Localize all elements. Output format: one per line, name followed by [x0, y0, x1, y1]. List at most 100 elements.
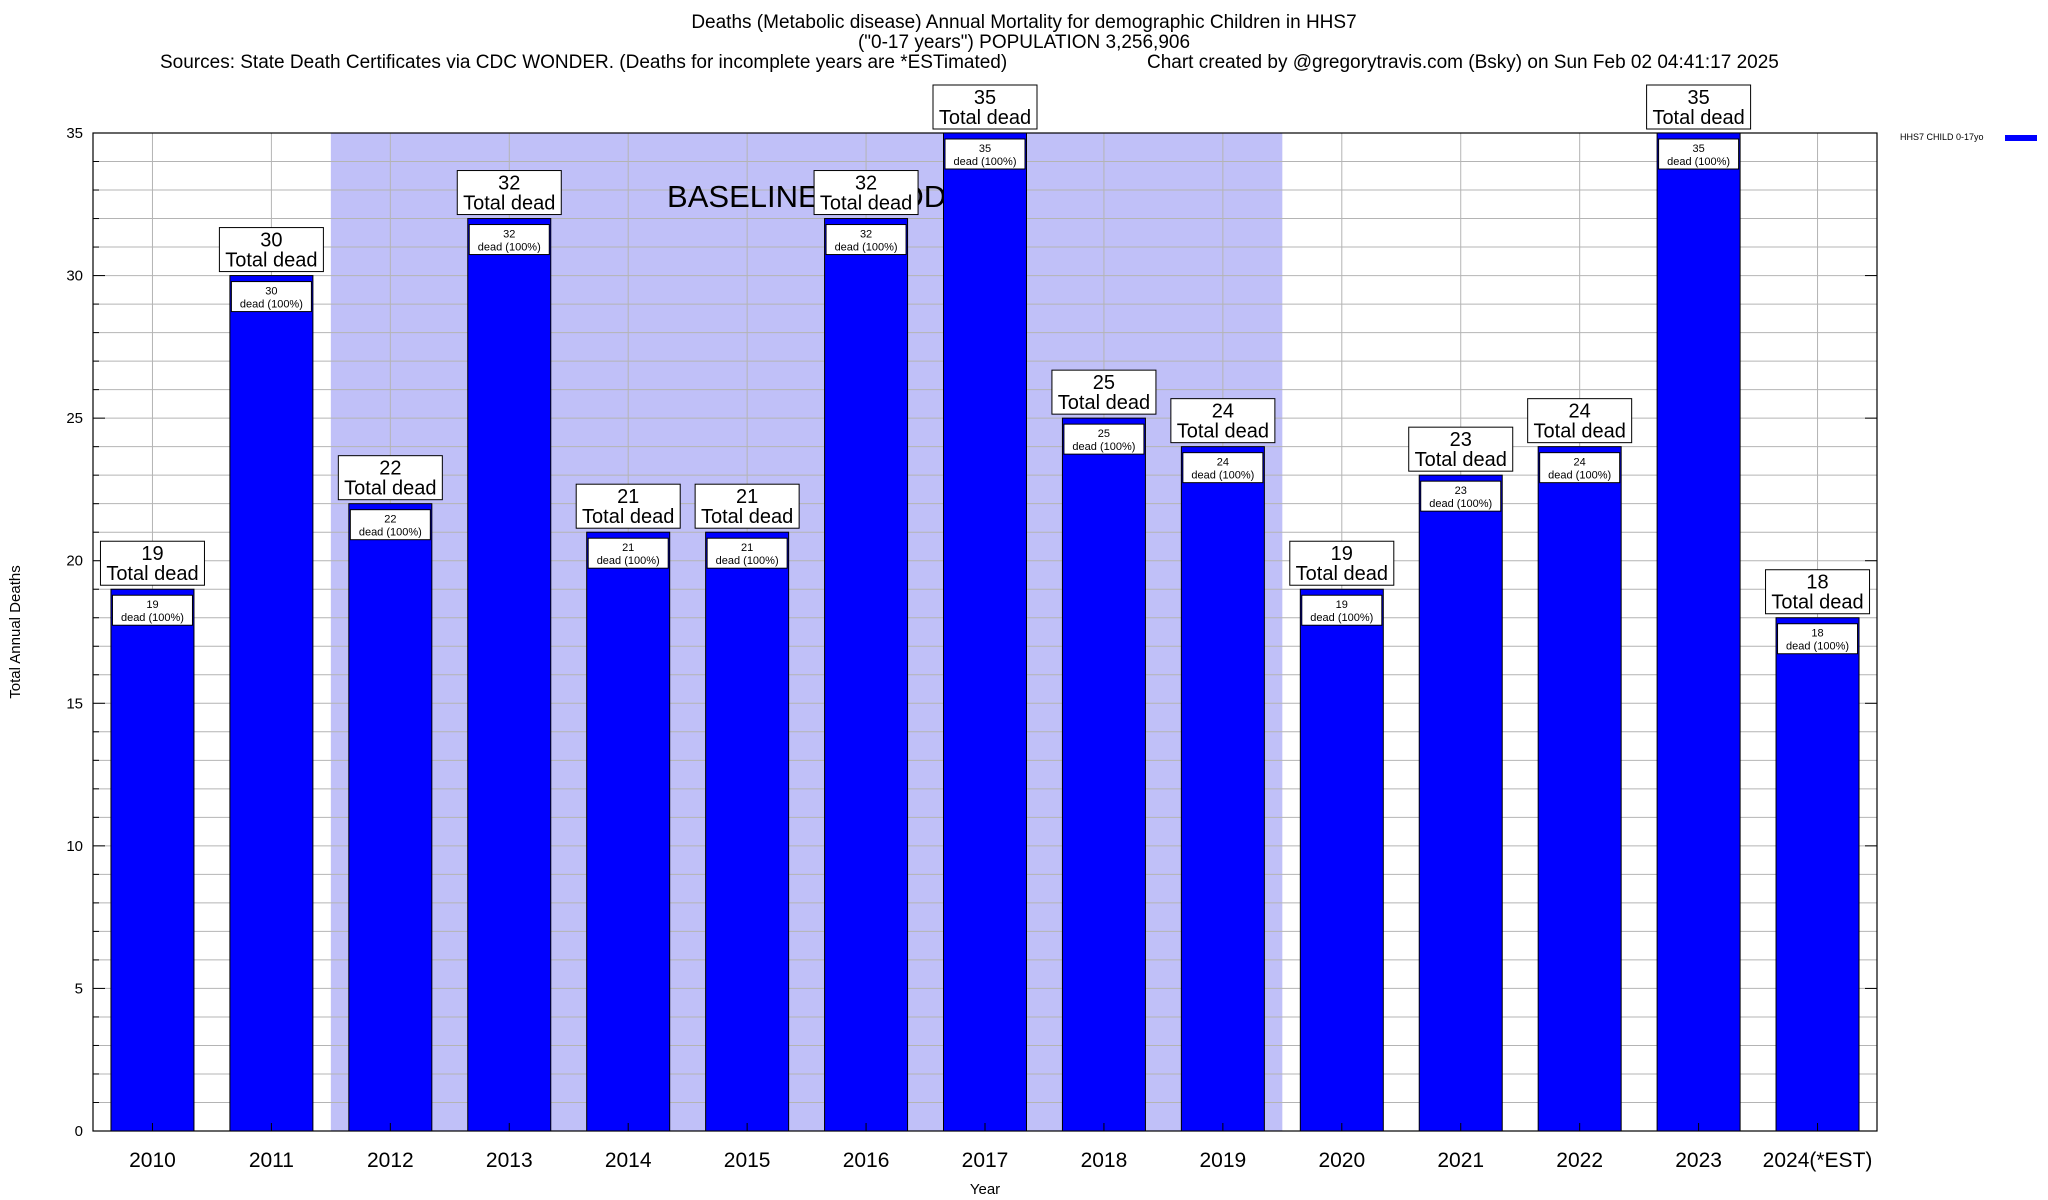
- total-label-value: 23: [1450, 429, 1472, 451]
- inner-label-value: 22: [384, 514, 396, 526]
- total-label-box: [1170, 398, 1276, 444]
- total-label-text: Total dead: [1771, 592, 1863, 614]
- inner-label-box: [349, 509, 431, 541]
- inner-label-box: [1301, 594, 1383, 626]
- total-label-box: [337, 455, 443, 501]
- total-label-text: Total dead: [820, 193, 912, 215]
- x-tick-label: 2014: [605, 1149, 652, 1172]
- y-tick-label: 15: [66, 695, 83, 712]
- inner-label-value: 21: [622, 542, 634, 554]
- x-tick-label: 2023: [1675, 1149, 1722, 1172]
- chart-credit: Chart created by @gregorytravis.com (Bsk…: [1147, 52, 1779, 73]
- bar: [1180, 446, 1265, 1132]
- chart-title-line1: Deaths (Metabolic disease) Annual Mortal…: [691, 12, 1357, 33]
- bar: [1537, 446, 1622, 1132]
- inner-label-box: [587, 537, 669, 569]
- y-axis-label: Total Annual Deaths: [7, 565, 24, 698]
- inner-label-value: 19: [1336, 599, 1348, 611]
- inner-label-text: dead (100%): [478, 242, 541, 254]
- total-label-value: 35: [974, 87, 996, 109]
- total-label-box: [1765, 569, 1871, 615]
- x-tick-label: 2010: [129, 1149, 176, 1172]
- y-tick-label: 5: [75, 980, 83, 997]
- inner-label-box: [111, 594, 193, 626]
- x-tick-label: 2021: [1437, 1149, 1484, 1172]
- x-tick-label: 2020: [1318, 1149, 1365, 1172]
- x-tick-label: 2017: [962, 1149, 1009, 1172]
- x-tick-label: 2011: [249, 1149, 294, 1172]
- inner-label-text: dead (100%): [1072, 441, 1135, 453]
- inner-label-value: 24: [1217, 457, 1229, 469]
- total-label-box: [456, 170, 562, 216]
- x-axis-label: Year: [970, 1181, 1000, 1198]
- total-label-value: 32: [498, 173, 520, 195]
- inner-label-value: 35: [1692, 143, 1704, 155]
- total-label-value: 30: [260, 230, 282, 252]
- inner-label-value: 30: [265, 286, 277, 298]
- x-tick-label: 2015: [724, 1149, 771, 1172]
- inner-label-text: dead (100%): [1310, 612, 1373, 624]
- bar: [348, 503, 433, 1132]
- x-tick-label: 2016: [843, 1149, 890, 1172]
- inner-label-value: 19: [146, 599, 158, 611]
- total-label-box: [694, 483, 800, 529]
- bar: [1418, 474, 1503, 1132]
- total-label-value: 19: [141, 543, 163, 565]
- inner-label-value: 21: [741, 542, 753, 554]
- inner-label-box: [1182, 452, 1264, 484]
- total-label-box: [932, 84, 1038, 130]
- inner-label-text: dead (100%): [1429, 498, 1492, 510]
- inner-label-text: dead (100%): [240, 299, 303, 311]
- total-label-box: [99, 540, 205, 586]
- total-label-text: Total dead: [1177, 421, 1269, 443]
- y-tick-label: 10: [66, 838, 83, 855]
- y-tick-label: 0: [75, 1123, 83, 1140]
- total-label-value: 24: [1569, 401, 1591, 423]
- total-label-value: 21: [736, 486, 758, 508]
- bar: [705, 531, 790, 1132]
- bar: [943, 132, 1027, 1132]
- legend-label: HHS7 CHILD 0-17yo: [1900, 132, 1984, 142]
- inner-label-box: [825, 224, 907, 256]
- inner-label-value: 35: [979, 143, 991, 155]
- inner-label-text: dead (100%): [597, 555, 660, 567]
- total-label-text: Total dead: [106, 563, 198, 585]
- inner-label-box: [706, 537, 788, 569]
- total-label-value: 24: [1212, 401, 1234, 423]
- chart-sources: Sources: State Death Certificates via CD…: [160, 52, 1008, 73]
- total-label-box: [1408, 426, 1514, 472]
- inner-label-box: [944, 138, 1026, 170]
- inner-label-text: dead (100%): [1667, 156, 1730, 168]
- chart-title-line2: ("0-17 years") POPULATION 3,256,906: [857, 32, 1191, 53]
- total-label-value: 32: [855, 173, 877, 195]
- inner-label-text: dead (100%): [954, 156, 1017, 168]
- total-label-value: 21: [617, 486, 639, 508]
- total-label-value: 22: [379, 458, 401, 480]
- inner-label-text: dead (100%): [1548, 470, 1611, 482]
- total-label-box: [575, 483, 681, 529]
- inner-label-value: 23: [1455, 485, 1467, 497]
- bar: [1299, 588, 1384, 1132]
- inner-label-text: dead (100%): [1786, 641, 1849, 653]
- total-label-text: Total dead: [939, 107, 1031, 129]
- total-label-text: Total dead: [701, 506, 793, 528]
- inner-label-box: [1658, 138, 1740, 170]
- inner-label-text: dead (100%): [1191, 470, 1254, 482]
- x-tick-label: 2018: [1081, 1149, 1128, 1172]
- y-tick-label: 25: [66, 410, 83, 427]
- inner-label-box: [230, 281, 312, 313]
- total-label-box: [1527, 398, 1633, 444]
- total-label-text: Total dead: [1534, 421, 1626, 443]
- total-label-text: Total dead: [1652, 107, 1744, 129]
- total-label-box: [1289, 540, 1395, 586]
- bar: [467, 218, 552, 1132]
- inner-label-value: 25: [1098, 428, 1110, 440]
- total-label-value: 35: [1687, 87, 1709, 109]
- x-tick-label: 2024(*EST): [1763, 1149, 1873, 1172]
- total-label-value: 25: [1093, 372, 1115, 394]
- x-tick-label: 2022: [1556, 1149, 1603, 1172]
- total-label-text: Total dead: [463, 193, 555, 215]
- inner-label-text: dead (100%): [121, 612, 184, 624]
- total-label-text: Total dead: [1415, 449, 1507, 471]
